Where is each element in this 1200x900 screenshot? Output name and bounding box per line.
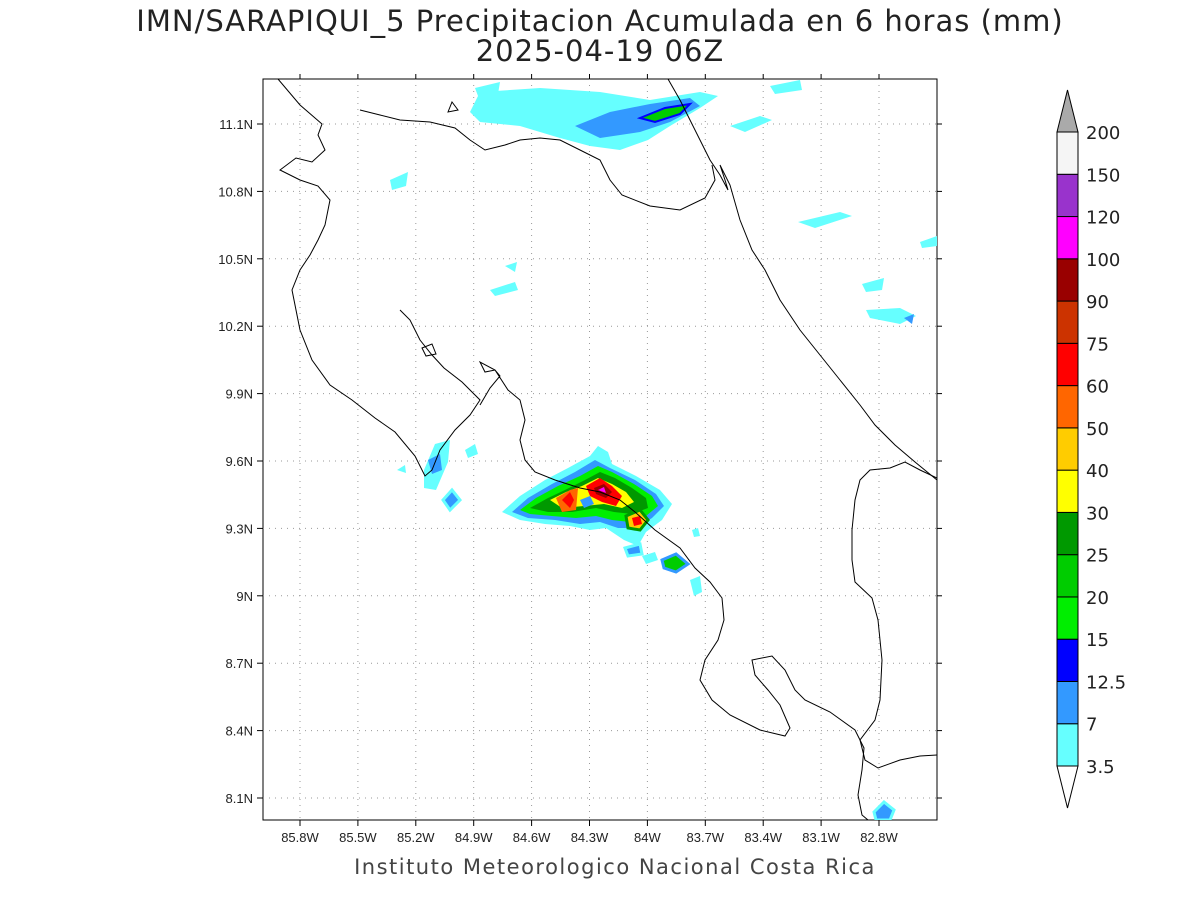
precip-core-150 [598, 487, 606, 493]
x-tick-label: 85.5W [339, 830, 377, 845]
colorbar-label: 7 [1086, 715, 1097, 736]
colorbar-label: 12.5 [1086, 672, 1126, 693]
y-tick-label: 8.1N [226, 791, 253, 806]
colorbar-swatch [1056, 173, 1079, 218]
y-tick-label: 8.7N [226, 656, 253, 671]
colorbar-swatch [1056, 554, 1079, 598]
precip-trail-2 [642, 552, 658, 564]
colorbar-label: 200 [1086, 123, 1120, 144]
precip-spot-north-2 [770, 80, 802, 94]
precip-spot-north-5 [798, 212, 852, 228]
colorbar-label: 100 [1086, 250, 1120, 271]
precip-spot-north-11 [505, 262, 517, 272]
precipitation-field [390, 80, 937, 820]
x-tick-label: 84.9W [455, 830, 493, 845]
island-2 [447, 100, 459, 113]
colorbar-swatch [1056, 680, 1079, 725]
x-tick-label: 84.6W [513, 830, 551, 845]
y-tick-label: 8.4N [226, 724, 253, 739]
colorbar-label: 60 [1086, 377, 1109, 398]
colorbar-swatch [1056, 385, 1079, 429]
precip-spot-north-4 [390, 172, 408, 190]
precip-trail-3 [660, 552, 691, 574]
precip-spot-nicoya-2 [428, 454, 442, 474]
precip-spot-north-10 [490, 282, 518, 296]
x-tick-label: 82.8W [860, 830, 898, 845]
colorbar-label: 120 [1086, 208, 1120, 229]
colorbar-label: 40 [1086, 461, 1109, 482]
colorbar-swatch [1056, 723, 1079, 767]
colorbar-swatch [1056, 216, 1079, 260]
x-tick-label: 85.8W [281, 830, 319, 845]
precip-spot-north-7 [862, 278, 884, 292]
footer-credit: Instituto Meteorologico Nacional Costa R… [354, 855, 876, 879]
precip-spot-nicoya-5 [397, 465, 406, 473]
precip-trail-5 [692, 528, 700, 537]
colorbar-swatch [1056, 131, 1079, 175]
colorbar-swatch [1056, 469, 1079, 513]
precip-spot-north-3 [730, 116, 772, 132]
y-tick-label: 9.3N [226, 521, 253, 536]
colorbar-label: 75 [1086, 334, 1109, 355]
colorbar-label: 3.5 [1086, 757, 1115, 778]
y-tick-label: 9.9N [226, 387, 253, 402]
precip-trail-1 [623, 542, 644, 558]
x-tick-label: 83.1W [802, 830, 840, 845]
colorbar-label: 50 [1086, 419, 1109, 440]
precip-spot-north-9 [904, 314, 914, 324]
precip-core-spot-2 [632, 516, 642, 526]
y-tick-label: 10.8N [218, 184, 253, 199]
x-tick-label: 85.2W [397, 830, 435, 845]
colorbar-swatch [1056, 427, 1079, 471]
colorbar-label: 25 [1086, 546, 1109, 567]
x-tick-label: 83.7W [687, 830, 725, 845]
colorbar-label: 20 [1086, 588, 1109, 609]
precip-spot-north-8 [866, 308, 916, 324]
precip-spot-nicoya-3 [441, 487, 463, 513]
precip-core-spot-3 [580, 496, 594, 508]
colorbar-swatch [1056, 511, 1079, 556]
colorbar-label: 30 [1086, 503, 1109, 524]
colorbar-label: 15 [1086, 630, 1109, 651]
y-tick-label: 11.1N [219, 117, 253, 132]
gulf-nicoya-coast [478, 360, 869, 820]
precip-spot-north-1 [475, 82, 500, 96]
y-tick-label: 10.5N [218, 252, 253, 267]
map-date: 2025-04-19 06Z [475, 34, 725, 68]
precip-spot-nicoya-4 [465, 444, 478, 458]
colorbar-label: 150 [1086, 165, 1120, 186]
colorbar: 3.5 7 12.5 15 20 25 30 40 50 60 75 90 100 120 150 200 [1056, 89, 1126, 809]
colorbar-arrow-high [1056, 89, 1079, 133]
nicaragua-border-coast [277, 79, 481, 477]
precip-trail-6 [872, 799, 896, 820]
coastlines [277, 79, 937, 820]
y-tick-label: 9N [236, 589, 253, 604]
map-title: IMN/SARAPIQUI_5 Precipitacion Acumulada … [136, 4, 1064, 38]
x-tick-label: 83.4W [744, 830, 782, 845]
longitude-axis: 85.8W 85.5W 85.2W 84.9W 84.6W 84.3W 84W 83.7W 83… [281, 74, 899, 845]
colorbar-swatch [1056, 258, 1079, 302]
colorbar-swatch [1056, 342, 1079, 387]
y-tick-label: 10.2N [218, 319, 253, 334]
latitude-axis: 11.1N 10.8N 10.5N 10.2N 9.9N 9.6N 9.3N 9N 8.7N 8.… [218, 117, 942, 806]
caribbean-coast [667, 79, 937, 481]
island-1 [421, 343, 437, 357]
precip-core-60 [562, 492, 574, 508]
colorbar-arrow-low [1056, 765, 1079, 809]
panama-border [851, 461, 937, 769]
colorbar-label: 90 [1086, 292, 1109, 313]
precip-spot-north-6 [920, 236, 937, 248]
colorbar-swatch [1056, 300, 1079, 344]
x-tick-label: 84W [634, 830, 661, 845]
nicaragua-costarica-border [359, 109, 716, 211]
colorbar-swatch [1056, 596, 1079, 640]
colorbar-swatch [1056, 638, 1079, 682]
y-tick-label: 9.6N [226, 454, 253, 469]
precip-trail-4 [690, 576, 702, 596]
x-tick-label: 84.3W [571, 830, 609, 845]
